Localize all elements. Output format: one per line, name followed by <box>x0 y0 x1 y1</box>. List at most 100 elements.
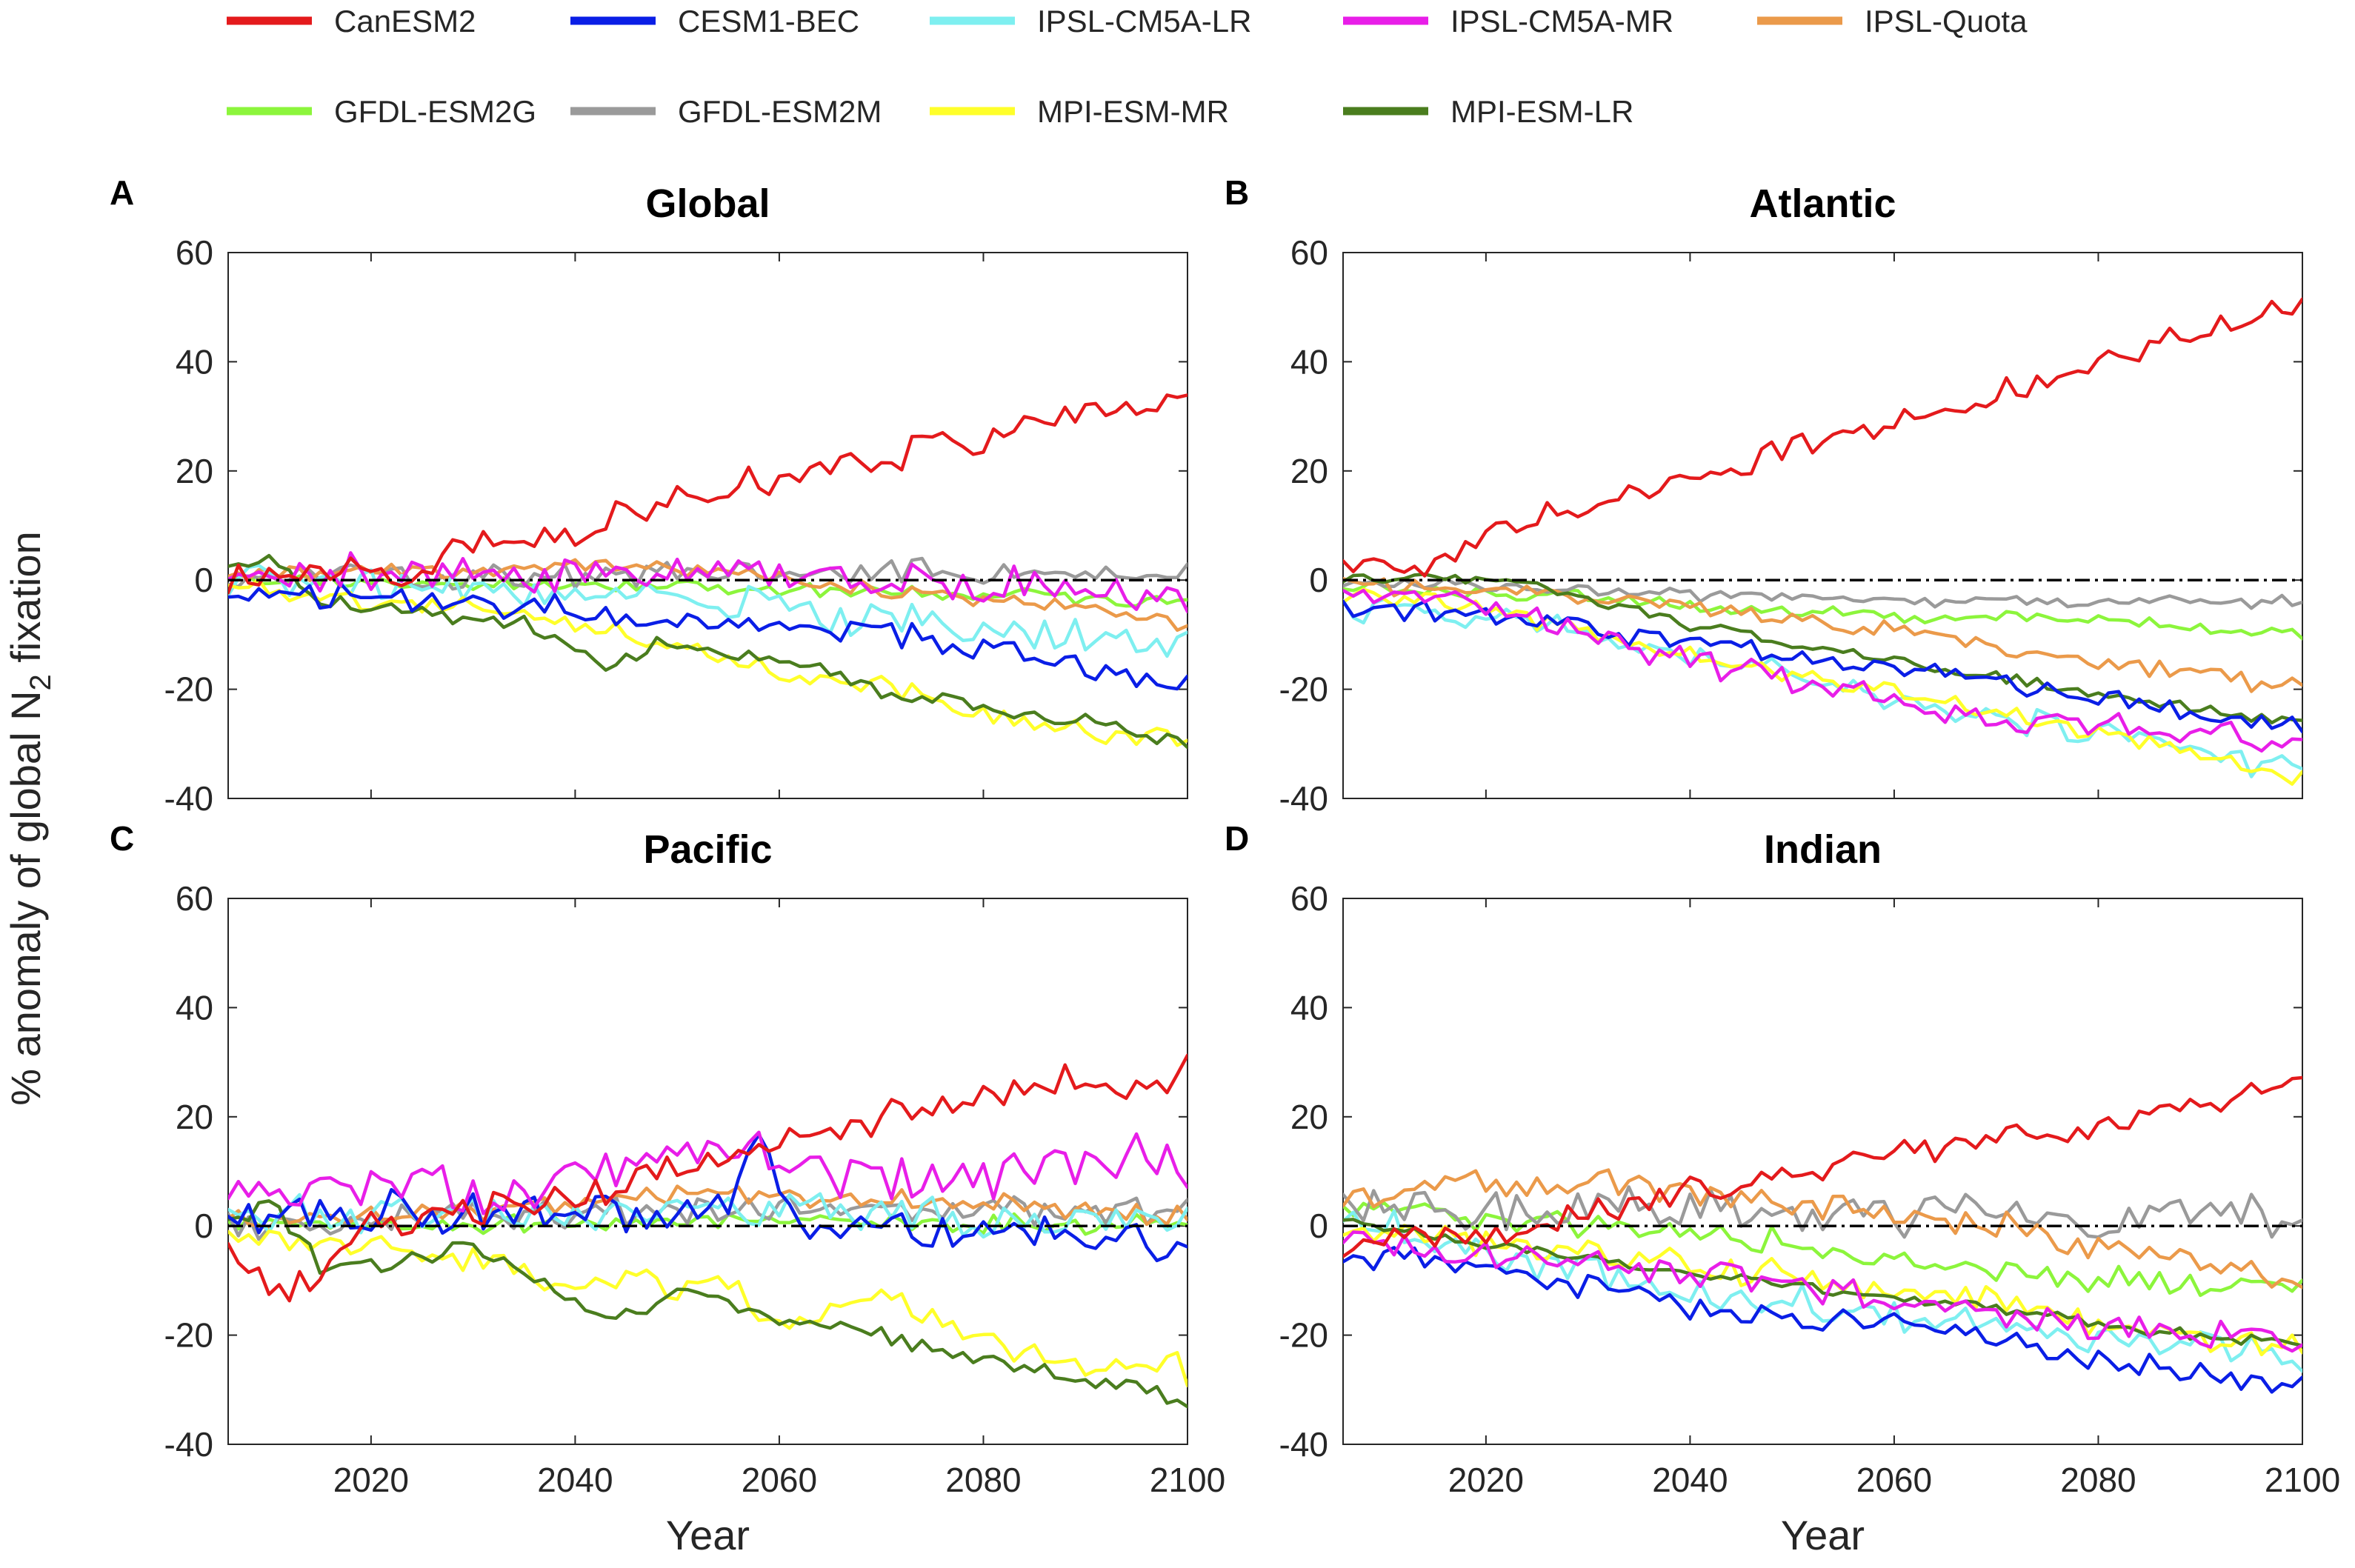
legend-item-ipsl-cm5a-lr: IPSL-CM5A-LR <box>930 4 1251 39</box>
panel-letter: B <box>1225 173 1249 212</box>
series-gfdl-esm2m <box>1343 576 2302 610</box>
x-axis-label: Year <box>1781 1512 1865 1558</box>
legend-label: GFDL-ESM2M <box>678 94 882 129</box>
legend-label: MPI-ESM-MR <box>1037 94 1229 129</box>
panel-letter: D <box>1225 819 1249 858</box>
legend-label: IPSL-CM5A-LR <box>1037 4 1251 39</box>
x-tick-label: 2080 <box>2060 1461 2136 1499</box>
series-ipsl-quota <box>1343 577 2302 693</box>
x-tick-label: 2040 <box>1652 1461 1728 1499</box>
series-canesm2 <box>228 393 1188 595</box>
series-ipsl-cm5a-mr <box>1343 588 2302 753</box>
y-tick-label: 20 <box>1290 452 1328 490</box>
y-axis-label-subscript: 2 <box>24 674 57 690</box>
y-tick-label: 0 <box>1309 561 1328 599</box>
legend-label: MPI-ESM-LR <box>1450 94 1633 129</box>
y-tick-label: -20 <box>1279 1316 1328 1355</box>
series-group <box>228 1053 1188 1409</box>
legend-item-ipsl-cm5a-mr: IPSL-CM5A-MR <box>1343 4 1673 39</box>
series-canesm2 <box>1343 1075 2302 1258</box>
x-tick-label: 2080 <box>945 1461 1021 1499</box>
y-tick-label: 60 <box>176 879 213 918</box>
legend-item-gfdl-esm2g: GFDL-ESM2G <box>227 94 536 129</box>
series-ipsl-cm5a-lr <box>1343 1209 2302 1373</box>
legend-label: CESM1-BEC <box>678 4 859 39</box>
y-tick-label: -20 <box>164 670 213 709</box>
panel-title: Atlantic <box>1749 181 1896 226</box>
y-tick-label: 0 <box>194 561 213 599</box>
x-tick-label: 2040 <box>537 1461 613 1499</box>
plot-frame <box>1342 898 2303 1445</box>
series-ipsl-cm5a-lr <box>228 1192 1188 1239</box>
panel-title: Pacific <box>643 827 772 872</box>
y-tick-label: -20 <box>1279 670 1328 709</box>
panel-title: Indian <box>1764 827 1882 872</box>
x-tick-label: 2100 <box>2265 1461 2340 1499</box>
legend-item-gfdl-esm2m: GFDL-ESM2M <box>570 94 882 129</box>
legend-label: IPSL-Quota <box>1865 4 2028 39</box>
legend-item-canesm2: CanESM2 <box>227 4 476 39</box>
series-mpi-esm-mr <box>228 1229 1188 1388</box>
series-ipsl-cm5a-mr <box>228 551 1188 613</box>
series-gfdl-esm2g <box>1343 578 2302 641</box>
x-tick-label: 2020 <box>333 1461 409 1499</box>
series-ipsl-quota <box>1343 1168 2302 1290</box>
series-cesm1-bec <box>1343 1246 2302 1394</box>
series-mpi-esm-lr <box>1343 1218 2302 1348</box>
legend-item-mpi-esm-lr: MPI-ESM-LR <box>1343 94 1633 129</box>
series-group <box>1343 1075 2302 1394</box>
y-tick-label: 40 <box>1290 342 1328 381</box>
legend-item-mpi-esm-mr: MPI-ESM-MR <box>930 94 1229 129</box>
y-tick-label: -20 <box>164 1316 213 1355</box>
series-ipsl-cm5a-mr <box>228 1130 1188 1215</box>
legend-item-cesm1-bec: CESM1-BEC <box>570 4 859 39</box>
y-tick-label: 40 <box>176 988 213 1027</box>
x-tick-label: 2060 <box>742 1461 817 1499</box>
y-tick-label: 40 <box>1290 988 1328 1027</box>
series-gfdl-esm2m <box>1343 1185 2302 1239</box>
panel-letter: A <box>110 173 134 212</box>
panel-global: Global A 60 40 20 0 -20 -40 <box>110 173 1188 818</box>
series-cesm1-bec <box>228 1132 1188 1263</box>
plot-frame <box>1342 252 2303 799</box>
series-group <box>228 393 1188 750</box>
series-mpi-esm-mr <box>228 578 1188 747</box>
legend-label: GFDL-ESM2G <box>334 94 536 129</box>
y-tick-label: 20 <box>176 452 213 490</box>
y-tick-label: -40 <box>164 779 213 818</box>
y-axis-label: % anomaly of global N2 fixation <box>2 531 57 1106</box>
legend-label: CanESM2 <box>334 4 476 39</box>
y-axis-label-main: % anomaly of global N <box>2 690 49 1105</box>
legend-label: IPSL-CM5A-MR <box>1450 4 1673 39</box>
x-axis-label: Year <box>666 1512 750 1558</box>
y-tick-label: 20 <box>1290 1098 1328 1136</box>
series-mpi-esm-lr <box>228 1199 1188 1409</box>
x-tick-label: 2060 <box>1856 1461 1932 1499</box>
y-tick-label: 20 <box>176 1098 213 1136</box>
series-canesm2 <box>228 1053 1188 1303</box>
y-tick-label: 60 <box>1290 879 1328 918</box>
plot-frame <box>227 252 1188 799</box>
legend: CanESM2 CESM1-BEC IPSL-CM5A-LR IPSL-CM5A-MR… <box>227 4 2028 129</box>
x-tick-label: 2100 <box>1150 1461 1225 1499</box>
panel-atlantic: Atlantic B 60 40 20 0 -20 -40 <box>1225 173 2303 818</box>
panel-letter: C <box>110 819 134 858</box>
y-tick-label: -40 <box>164 1425 213 1464</box>
series-mpi-esm-lr <box>228 553 1188 750</box>
series-ipsl-quota <box>228 558 1188 633</box>
series-cesm1-bec <box>1343 599 2302 734</box>
legend-item-ipsl-quota: IPSL-Quota <box>1757 4 2028 39</box>
series-cesm1-bec <box>228 581 1188 691</box>
y-tick-label: 0 <box>1309 1207 1328 1245</box>
y-tick-label: 40 <box>176 342 213 381</box>
y-tick-label: -40 <box>1279 779 1328 818</box>
y-tick-label: -40 <box>1279 1425 1328 1464</box>
y-axis-label-tail: fixation <box>2 531 49 674</box>
y-tick-label: 60 <box>1290 233 1328 272</box>
series-mpi-esm-lr <box>1343 573 2302 725</box>
panel-title: Global <box>645 181 770 226</box>
panels: Global A 60 40 20 0 -20 -40 Atlantic B 60 40 20 0 -20 -… <box>110 173 2340 1558</box>
panel-pacific: Pacific C 60 40 20 0 -20 -40 2020 2040 2060 2080 210… <box>110 819 1225 1558</box>
series-ipsl-cm5a-mr <box>1343 1230 2302 1353</box>
